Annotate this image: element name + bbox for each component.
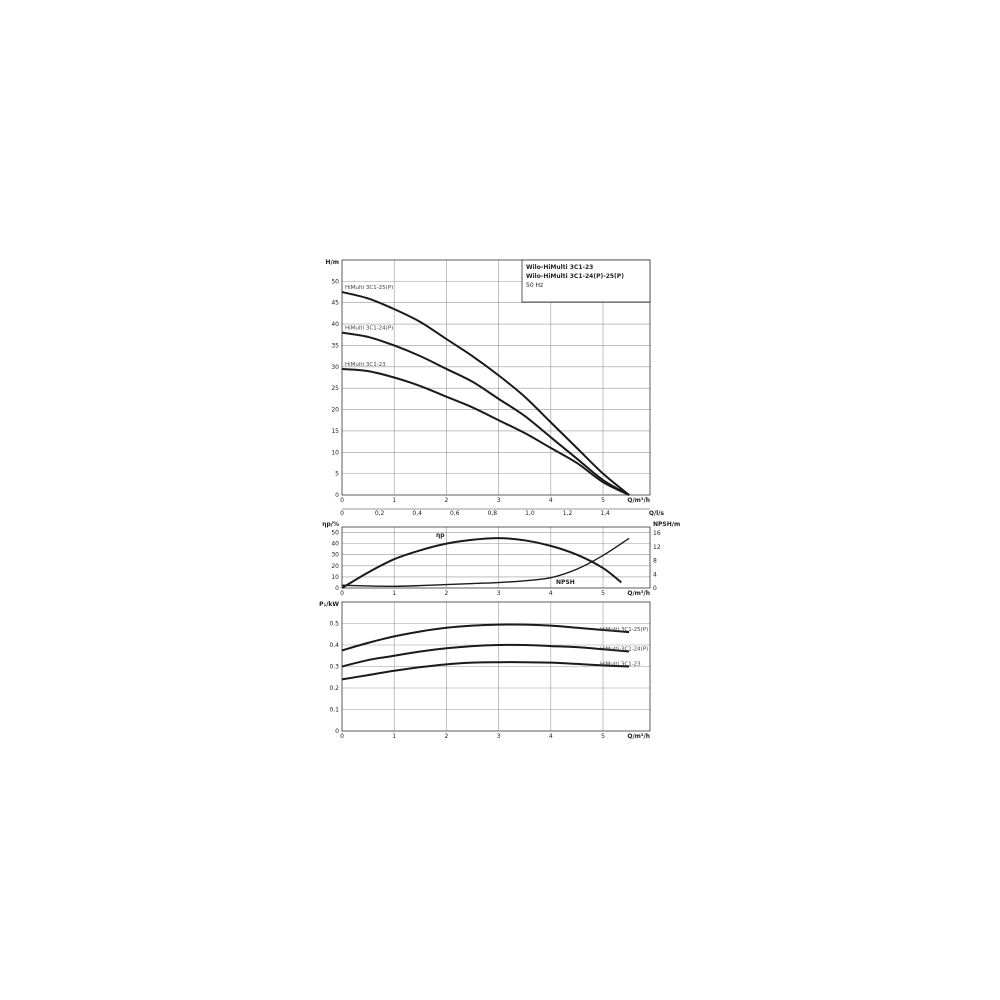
series-label: HiMulti 3C1-24(P) [345,326,393,332]
x-tick-label: 1 [392,497,396,504]
series-line [341,367,630,496]
series-line [341,537,630,587]
y-axis-label: ηp/% [322,521,339,528]
x2-tick-label: 1,4 [600,510,610,517]
y2-tick-label: 16 [653,530,661,537]
y-tick-label: 20 [331,407,339,414]
series-label: HiMulti 3C1-25(P) [600,627,648,633]
series-label: HiMulti 3C1-24(P) [600,646,648,652]
y-tick-label: 0.5 [329,621,339,628]
x-axis-label: Q/m³/h [627,733,650,740]
y-tick-label: 30 [331,552,339,559]
y-axis-label: H/m [326,259,339,266]
x-tick-label: 0 [340,733,344,740]
y-tick-label: 45 [331,300,339,307]
x-tick-label: 3 [497,497,501,504]
series-label: HiMulti 3C1-23 [345,362,386,368]
y2-tick-label: 0 [653,585,657,592]
y-tick-label: 10 [331,574,339,581]
x2-axis-label: Q/l/s [649,510,665,517]
x-axis-label: Q/m³/h [627,497,650,504]
y-tick-label: 25 [331,385,339,392]
y-tick-label: 10 [331,449,339,456]
x-tick-label: 4 [549,733,553,740]
series-line [341,331,630,496]
x2-tick-label: 0,8 [488,510,498,517]
series-label: NPSH [556,579,575,586]
x-tick-label: 0 [340,590,344,597]
y2-axis-label: NPSH/m [653,521,680,528]
y-axis-label: P₁/kW [319,601,339,608]
x-tick-label: 3 [497,733,501,740]
x-tick-label: 5 [601,733,605,740]
y-tick-label: 0.1 [329,707,339,714]
x-tick-label: 1 [392,733,396,740]
x-tick-label: 2 [444,497,448,504]
y-tick-label: 35 [331,342,339,349]
x2-tick-label: 0 [340,510,344,517]
series-line [341,623,630,652]
power-chart: 0 1 2 3 4 5 0 0.1 0.2 0.3 0.4 0.5 P₁/kW Q/m³/h HiMulti… [319,601,651,740]
x-axis-label: Q/m³/h [627,590,650,597]
y2-tick-label: 8 [653,558,657,565]
y-tick-label: 0 [335,492,339,499]
x-tick-label: 0 [340,497,344,504]
y-tick-label: 0 [335,728,339,735]
series-label: HiMulti 3C1-25(P) [345,285,393,291]
y-tick-label: 30 [331,364,339,371]
x2-tick-label: 0,6 [450,510,460,517]
y-tick-label: 0.4 [329,642,339,649]
y-tick-label: 40 [331,321,339,328]
x-tick-label: 2 [444,590,448,597]
series-label: ηp [436,532,445,539]
y-tick-label: 15 [331,428,339,435]
y-tick-label: 0 [335,585,339,592]
plot-frame [341,259,651,496]
legend-title-1: Wilo-HiMulti 3C1-23 [526,264,593,271]
y-tick-label: 0.2 [329,685,339,692]
series-line [341,291,630,496]
eff-chart: 0 1 2 3 4 501020304050ηp/%Q/m³/h0481216NPSH/m… [322,521,680,597]
y2-tick-label: 4 [653,571,657,578]
x-tick-label: 4 [549,497,553,504]
x2-tick-label: 1,2 [563,510,573,517]
x-tick-label: 2 [444,733,448,740]
y-tick-label: 50 [331,278,339,285]
legend-frequency: 50 Hz [526,282,543,289]
x-tick-label: 5 [601,497,605,504]
legend-box: Wilo-HiMulti 3C1-23 Wilo-HiMulti 3C1-24(… [521,259,651,303]
x-tick-label: 3 [497,590,501,597]
series-line [341,643,630,668]
plot-frame [341,526,651,589]
y2-tick-label: 12 [653,544,661,551]
x-tick-label: 1 [392,590,396,597]
x-tick-label: 5 [601,590,605,597]
legend-title-2: Wilo-HiMulti 3C1-24(P)-25(P) [526,273,624,280]
x2-tick-label: 0,4 [412,510,422,517]
y-tick-label: 5 [335,471,339,478]
series-line [341,537,622,589]
series-label: HiMulti 3C1-23 [600,662,641,668]
x2-tick-label: 0,2 [375,510,385,517]
y-tick-label: 50 [331,530,339,537]
y-tick-label: 20 [331,563,339,570]
y-tick-label: 40 [331,541,339,548]
y-tick-label: 0.3 [329,664,339,671]
x-tick-label: 4 [549,590,553,597]
series-line [341,661,630,681]
x2-tick-label: 1,0 [525,510,535,517]
